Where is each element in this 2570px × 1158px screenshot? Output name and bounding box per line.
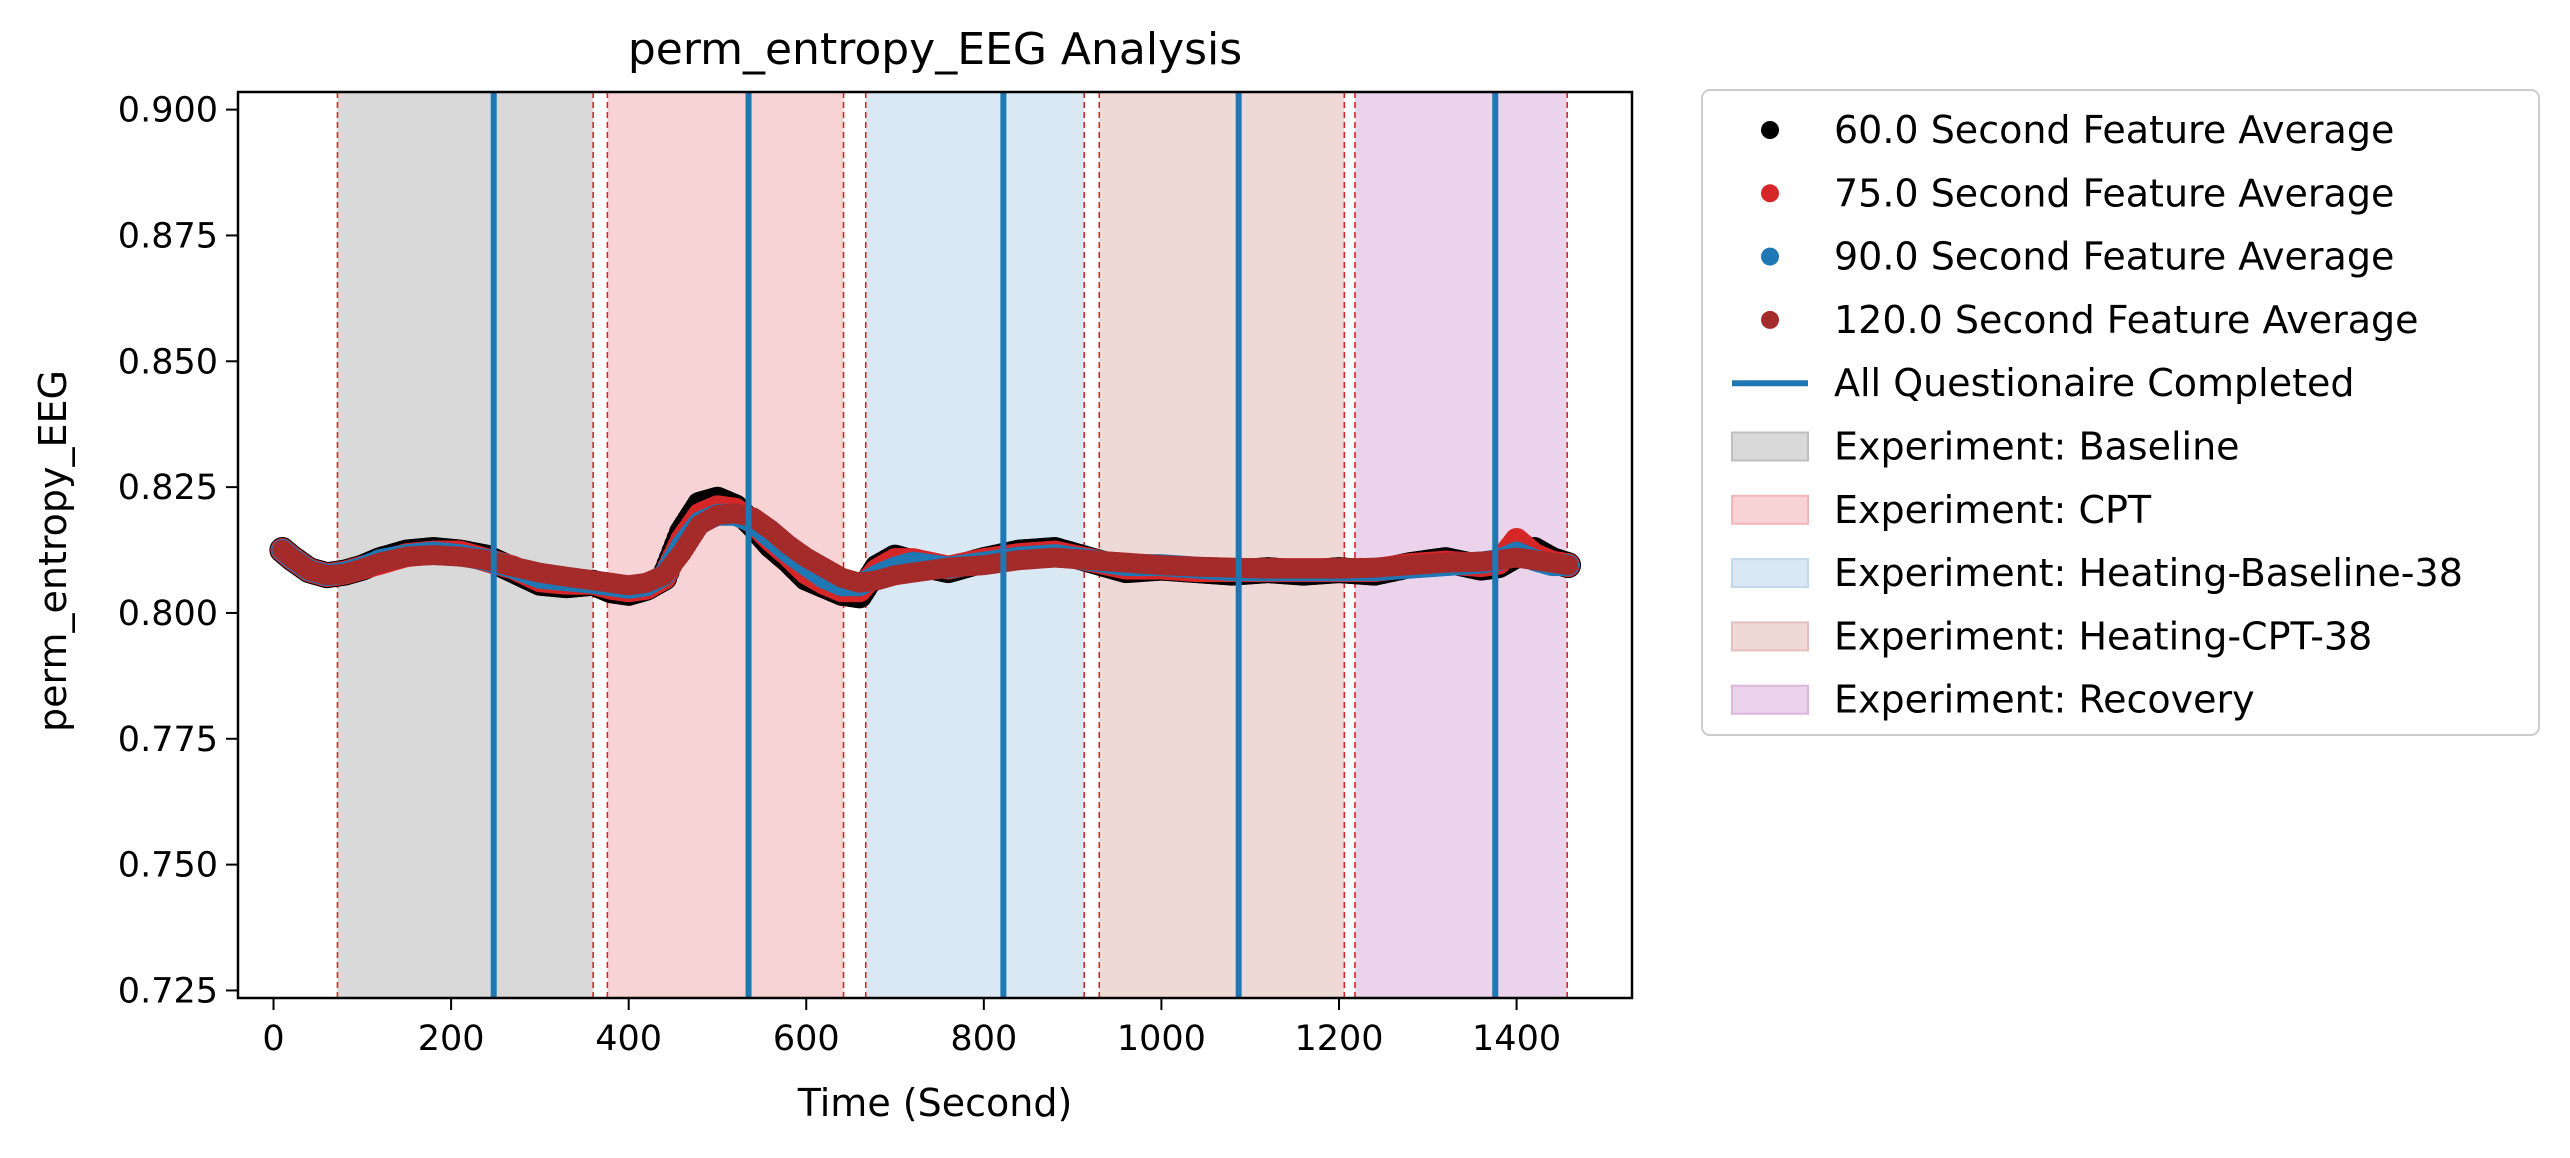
legend-swatch-phase-2	[1731, 558, 1809, 589]
y-tick-label: 0.725	[118, 971, 218, 1011]
series-3-point-486	[1558, 555, 1579, 576]
legend-swatch-phase-4	[1731, 684, 1809, 715]
legend-label-series-1: 75.0 Second Feature Average	[1834, 171, 2394, 215]
legend-swatch-phase-1	[1731, 494, 1809, 525]
legend-marker-series-2	[1761, 247, 1779, 266]
x-tick-label: 400	[595, 1019, 662, 1059]
chart-title: perm_entropy_EEG Analysis	[628, 24, 1242, 75]
legend-label-series-0: 60.0 Second Feature Average	[1834, 108, 2394, 152]
data-series	[269, 486, 1582, 609]
legend-label-phase-1: Experiment: CPT	[1834, 488, 2152, 532]
y-tick-label: 0.900	[118, 91, 218, 131]
y-tick-label: 0.850	[118, 342, 218, 382]
y-tick-label: 0.775	[118, 720, 218, 760]
legend-label-series-2: 90.0 Second Feature Average	[1834, 235, 2394, 279]
x-axis-ticks: 0 200 400 600 800 1000 1200 1400	[262, 998, 1561, 1059]
phase-band-1	[607, 92, 844, 998]
y-tick-label: 0.825	[118, 468, 218, 508]
legend-marker-series-0	[1761, 121, 1779, 139]
series-3	[272, 503, 1579, 596]
questionnaire-lines	[490, 92, 1499, 998]
x-tick-label: 0	[262, 1019, 284, 1059]
y-tick-label: 0.875	[118, 216, 218, 256]
x-tick-label: 600	[773, 1019, 840, 1059]
y-tick-label: 0.750	[118, 846, 218, 886]
legend-marker-series-3	[1761, 310, 1779, 329]
legend-frame	[1701, 89, 2540, 736]
x-tick-label: 1400	[1472, 1019, 1561, 1059]
y-axis-label: perm_entropy_EEG	[31, 370, 75, 732]
phase-bands	[337, 92, 1568, 998]
y-axis-ticks: 0.725 0.750 0.775 0.800 0.825 0.850 0.875 0.900	[118, 91, 238, 1011]
legend-swatch-phase-0	[1731, 431, 1809, 462]
legend-label-questionnaire: All Questionaire Completed	[1834, 361, 2355, 405]
legend: 60.0 Second Feature Average 75.0 Second F…	[1701, 89, 2540, 736]
plot-frame	[236, 90, 1634, 1000]
legend-label-series-3: 120.0 Second Feature Average	[1834, 298, 2419, 342]
phase-band-3	[1099, 92, 1345, 998]
legend-swatch-phase-3	[1731, 621, 1809, 652]
phase-boundaries	[336, 92, 1568, 998]
legend-label-phase-4: Experiment: Recovery	[1834, 678, 2255, 722]
legend-label-phase-3: Experiment: Heating-CPT-38	[1834, 614, 2372, 658]
x-axis-label: Time (Second)	[797, 1081, 1073, 1125]
x-tick-label: 1200	[1294, 1019, 1383, 1059]
legend-marker-series-1	[1761, 184, 1779, 203]
legend-label-phase-0: Experiment: Baseline	[1834, 425, 2240, 469]
legend-label-phase-2: Experiment: Heating-Baseline-38	[1834, 551, 2463, 595]
x-tick-label: 1000	[1117, 1019, 1206, 1059]
x-tick-label: 200	[418, 1019, 485, 1059]
x-tick-label: 800	[950, 1019, 1017, 1059]
y-tick-label: 0.800	[118, 594, 218, 634]
